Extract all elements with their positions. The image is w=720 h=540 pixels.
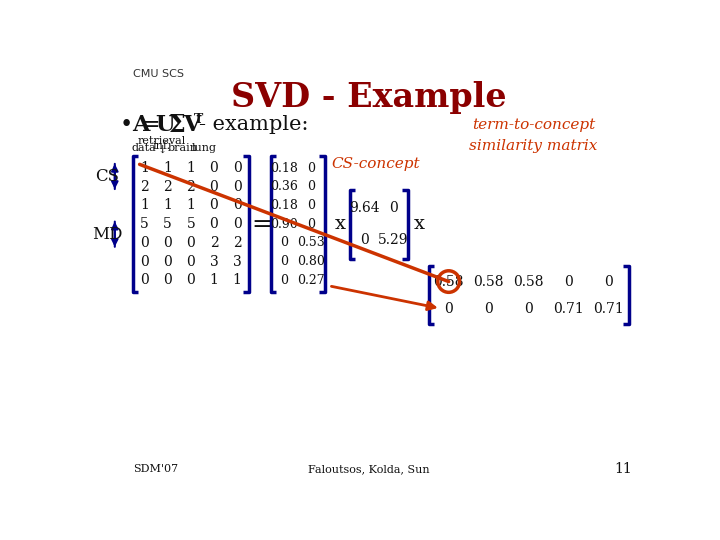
- Text: 1: 1: [163, 199, 172, 212]
- Text: 3: 3: [233, 254, 242, 268]
- Text: 0.90: 0.90: [270, 218, 298, 231]
- Text: term-to-concept
similarity matrix: term-to-concept similarity matrix: [469, 118, 598, 153]
- Text: 0: 0: [163, 236, 172, 250]
- Text: 2: 2: [233, 236, 242, 250]
- Text: 0.18: 0.18: [270, 199, 298, 212]
- Text: 0.27: 0.27: [297, 274, 325, 287]
- Text: lung: lung: [192, 143, 217, 153]
- Text: 2: 2: [140, 180, 148, 194]
- Text: 1: 1: [186, 199, 195, 212]
- Text: 0: 0: [210, 180, 218, 194]
- Text: 0: 0: [307, 180, 315, 193]
- Text: 5.29: 5.29: [378, 233, 408, 247]
- Text: 0: 0: [163, 273, 172, 287]
- Text: 0.71: 0.71: [553, 301, 584, 315]
- Text: V: V: [183, 114, 200, 136]
- Text: 0: 0: [524, 301, 533, 315]
- Text: 0.58: 0.58: [513, 274, 544, 288]
- Text: 0: 0: [140, 273, 148, 287]
- Text: 0: 0: [485, 301, 493, 315]
- Text: 5: 5: [186, 217, 195, 231]
- Text: CMU SCS: CMU SCS: [132, 69, 184, 79]
- Text: 0: 0: [604, 274, 613, 288]
- Text: •: •: [120, 114, 132, 136]
- Text: 0: 0: [186, 254, 195, 268]
- Text: 0: 0: [233, 217, 242, 231]
- Text: MD: MD: [92, 226, 122, 242]
- Text: 1: 1: [210, 273, 218, 287]
- Text: 0.58: 0.58: [474, 274, 504, 288]
- Text: 0: 0: [280, 237, 288, 249]
- Text: 2: 2: [210, 236, 218, 250]
- Text: 0.36: 0.36: [270, 180, 298, 193]
- Text: 0: 0: [564, 274, 573, 288]
- Text: 0: 0: [186, 236, 195, 250]
- Text: 0: 0: [140, 254, 148, 268]
- Text: A: A: [132, 114, 149, 136]
- Text: Σ: Σ: [169, 113, 186, 137]
- Text: CS-concept: CS-concept: [332, 157, 420, 171]
- Text: 2: 2: [163, 180, 172, 194]
- Text: 0.71: 0.71: [593, 301, 624, 315]
- Text: 0.18: 0.18: [270, 161, 298, 174]
- Text: retrieval: retrieval: [138, 136, 186, 146]
- Text: 5: 5: [140, 217, 148, 231]
- Text: x: x: [335, 215, 346, 233]
- Text: 0: 0: [210, 217, 218, 231]
- Text: 0: 0: [307, 161, 315, 174]
- Text: 0: 0: [389, 201, 397, 215]
- Text: 0.53: 0.53: [297, 237, 325, 249]
- Text: 0: 0: [163, 254, 172, 268]
- Text: 1: 1: [140, 161, 149, 175]
- Text: Faloutsos, Kolda, Sun: Faloutsos, Kolda, Sun: [308, 464, 430, 474]
- Text: inf.: inf.: [153, 141, 171, 151]
- Text: 5: 5: [163, 217, 172, 231]
- Text: 0: 0: [280, 255, 288, 268]
- Text: x: x: [414, 215, 425, 233]
- Text: 0.80: 0.80: [297, 255, 325, 268]
- Text: 0: 0: [307, 199, 315, 212]
- Text: brain: brain: [168, 143, 198, 153]
- Text: 0: 0: [233, 180, 242, 194]
- Text: T: T: [194, 113, 203, 126]
- Text: U: U: [155, 114, 174, 136]
- Text: 0: 0: [186, 273, 195, 287]
- Text: 0: 0: [444, 301, 453, 315]
- Text: =: =: [251, 213, 272, 235]
- Text: 0: 0: [307, 218, 315, 231]
- Text: 3: 3: [210, 254, 218, 268]
- Text: 0: 0: [233, 199, 242, 212]
- Text: SVD - Example: SVD - Example: [231, 80, 507, 113]
- Text: 1: 1: [233, 273, 242, 287]
- Text: 2: 2: [186, 180, 195, 194]
- Text: 0.58: 0.58: [433, 274, 464, 288]
- Text: 1: 1: [140, 199, 149, 212]
- Text: SDM'07: SDM'07: [132, 464, 178, 474]
- Text: 11: 11: [615, 462, 632, 476]
- Text: =: =: [142, 114, 161, 136]
- Text: 0: 0: [140, 236, 148, 250]
- Text: data: data: [132, 143, 157, 153]
- Text: 0: 0: [360, 233, 369, 247]
- Text: 0: 0: [280, 274, 288, 287]
- Text: 1: 1: [163, 161, 172, 175]
- Text: 9.64: 9.64: [349, 201, 379, 215]
- Text: 0: 0: [210, 199, 218, 212]
- Text: CS: CS: [95, 168, 119, 185]
- Text: 1: 1: [186, 161, 195, 175]
- Text: - example:: - example:: [199, 116, 309, 134]
- Text: ↓: ↓: [158, 146, 167, 156]
- Text: 0: 0: [233, 161, 242, 175]
- Text: 0: 0: [210, 161, 218, 175]
